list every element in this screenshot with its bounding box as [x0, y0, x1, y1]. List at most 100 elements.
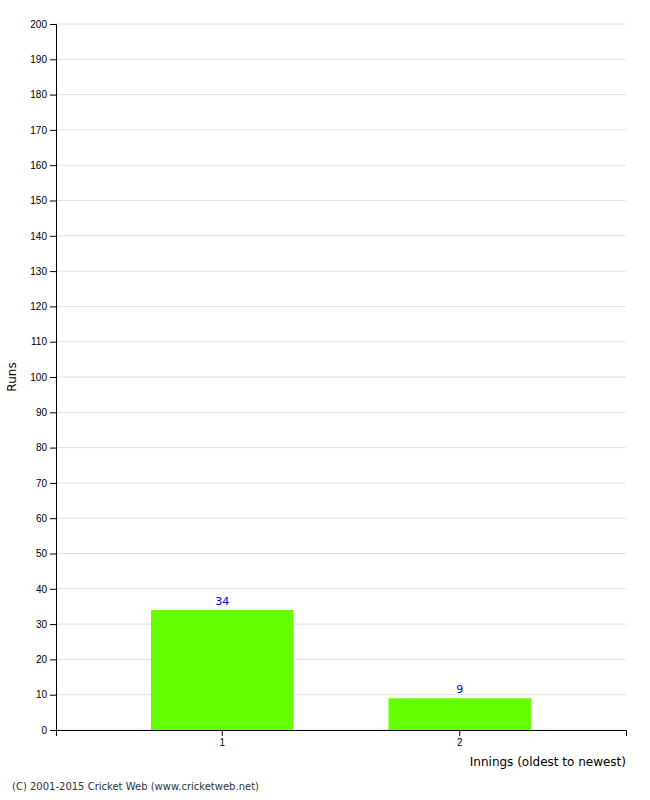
y-tick-mark [50, 589, 56, 590]
grid-line [56, 24, 626, 25]
y-tick-mark [50, 377, 56, 378]
y-tick-label: 170 [30, 125, 47, 136]
y-tick: 160 [30, 160, 56, 171]
y-tick-mark [50, 659, 56, 660]
y-tick: 70 [36, 478, 56, 489]
y-tick-mark [50, 518, 56, 519]
y-tick: 150 [30, 195, 56, 206]
y-tick: 110 [31, 336, 56, 347]
y-tick-label: 40 [36, 584, 48, 595]
y-tick-mark [50, 130, 56, 131]
y-tick-label: 150 [30, 195, 47, 206]
y-tick: 0 [41, 725, 56, 736]
grid-line [56, 341, 626, 342]
y-tick-label: 90 [36, 407, 48, 418]
grid-line [56, 588, 626, 589]
grid-line [56, 482, 626, 483]
y-tick-label: 160 [30, 160, 47, 171]
grid-line [56, 200, 626, 201]
y-tick-label: 120 [30, 301, 47, 312]
x-tick-mark [222, 730, 223, 736]
y-tick: 200 [30, 19, 56, 30]
grid-line [56, 235, 626, 236]
data-label: 9 [456, 683, 463, 696]
y-tick-label: 190 [30, 54, 47, 65]
y-tick-mark [50, 95, 56, 96]
y-axis-line [50, 25, 57, 731]
grid [56, 24, 626, 730]
y-tick: 20 [36, 654, 56, 665]
grid-line [56, 94, 626, 95]
y-tick-label: 180 [30, 89, 47, 100]
y-axis: 0 10 20 30 40 50 60 70 80 90 100 110 120 130 140 150 160… [30, 19, 56, 736]
y-tick-mark [50, 448, 56, 449]
y-tick-mark [50, 271, 56, 272]
y-tick: 40 [36, 584, 56, 595]
y-tick: 80 [36, 442, 56, 453]
y-tick-mark [50, 165, 56, 166]
y-tick-mark [50, 483, 56, 484]
y-tick-label: 110 [31, 336, 47, 347]
y-tick: 30 [36, 619, 56, 630]
x-tick: 2 [457, 730, 463, 748]
y-tick: 170 [30, 125, 56, 136]
y-tick-label: 80 [36, 442, 48, 453]
x-axis: 12 [57, 730, 627, 748]
grid-line [56, 306, 626, 307]
x-tick-mark [459, 730, 460, 736]
grid-line [56, 59, 626, 60]
grid-line [56, 659, 626, 660]
x-tick-label: 2 [457, 737, 463, 748]
y-tick: 60 [36, 513, 56, 524]
x-tick: 1 [219, 730, 225, 748]
y-tick: 100 [30, 372, 56, 383]
y-tick-mark [50, 412, 56, 413]
y-tick: 120 [30, 301, 56, 312]
y-tick-label: 100 [30, 372, 47, 383]
x-axis-title: Innings (oldest to newest) [470, 755, 626, 769]
chart: 0 10 20 30 40 50 60 70 80 90 100 110 120 130 140 150 160… [0, 0, 650, 800]
grid-line [56, 518, 626, 519]
y-tick-mark [50, 730, 56, 731]
y-tick: 140 [30, 231, 56, 242]
x-axis-line [57, 731, 627, 737]
footer: (C) 2001-2015 Cricket Web (www.cricketwe… [12, 781, 259, 792]
y-tick-label: 10 [36, 689, 48, 700]
data-label: 34 [215, 595, 229, 608]
y-axis-title: Runs [5, 362, 19, 391]
y-tick-mark [50, 201, 56, 202]
y-tick-mark [50, 554, 56, 555]
grid-line [56, 271, 626, 272]
data-labels: 34 9 [215, 595, 463, 696]
grid-line [56, 165, 626, 166]
y-tick: 190 [30, 54, 56, 65]
y-tick-label: 30 [36, 619, 48, 630]
grid-line [56, 553, 626, 554]
y-tick-label: 130 [30, 266, 47, 277]
grid-line [56, 694, 626, 695]
y-tick-mark [50, 236, 56, 237]
y-tick-label: 70 [36, 478, 48, 489]
y-tick-mark [50, 306, 56, 307]
y-tick-label: 200 [30, 19, 47, 30]
y-tick-mark [50, 24, 56, 25]
y-tick: 90 [36, 407, 56, 418]
y-tick-mark [50, 624, 56, 625]
grid-line [56, 129, 626, 130]
grid-line [56, 624, 626, 625]
y-tick-label: 60 [36, 513, 48, 524]
y-tick: 180 [30, 89, 56, 100]
x-tick-label: 1 [219, 737, 225, 748]
y-tick: 10 [36, 689, 56, 700]
y-tick-label: 0 [41, 725, 47, 736]
grid-line [56, 377, 626, 378]
y-tick: 130 [30, 266, 56, 277]
plot: 0 10 20 30 40 50 60 70 80 90 100 110 120 130 140 150 160… [30, 19, 626, 748]
y-tick-label: 20 [36, 654, 48, 665]
bar [151, 610, 294, 730]
y-tick-mark [50, 695, 56, 696]
y-tick: 50 [36, 548, 56, 559]
bars [151, 610, 531, 730]
grid-line [56, 412, 626, 413]
y-tick-label: 50 [36, 548, 48, 559]
